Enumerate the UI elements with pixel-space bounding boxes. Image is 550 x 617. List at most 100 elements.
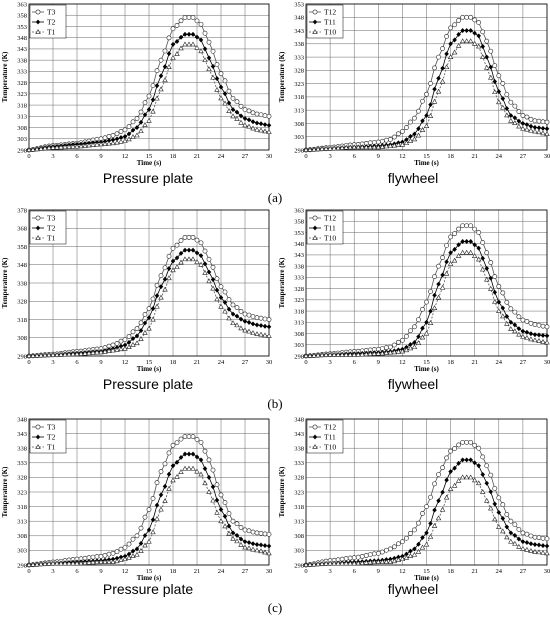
series-T10: [303, 474, 550, 567]
data-point: [540, 535, 546, 541]
legend-label: T12: [324, 214, 336, 223]
data-point: [404, 535, 409, 541]
data-point: [504, 112, 510, 118]
data-point: [138, 119, 144, 125]
data-point: [114, 139, 120, 145]
y-axis-label: Temperature (K): [1, 257, 9, 308]
x-tick-label: 15: [146, 568, 153, 575]
data-point: [166, 51, 172, 57]
data-point: [504, 320, 510, 326]
data-point: [210, 264, 216, 270]
data-point: [178, 259, 184, 265]
data-point: [134, 333, 140, 339]
data-point: [146, 117, 152, 123]
data-point: [42, 352, 48, 358]
data-point: [206, 474, 212, 480]
legend-marker: [312, 235, 318, 240]
x-tick-label: 27: [520, 568, 527, 575]
y-tick-label: 313: [294, 519, 304, 526]
data-point: [428, 520, 433, 527]
data-point: [412, 324, 417, 330]
data-point: [26, 353, 32, 358]
data-point: [210, 276, 216, 283]
data-point: [26, 147, 32, 152]
data-point: [512, 522, 518, 528]
x-tick-label: 3: [328, 153, 331, 160]
data-point: [254, 542, 260, 548]
data-point: [512, 103, 518, 109]
data-point: [532, 332, 538, 338]
data-point: [484, 480, 490, 486]
data-point: [488, 275, 494, 281]
data-point: [166, 471, 172, 477]
data-point: [198, 37, 204, 43]
data-point: [524, 531, 530, 537]
data-point: [544, 131, 550, 136]
data-point: [170, 267, 176, 273]
data-point: [412, 131, 417, 137]
data-point: [118, 338, 124, 344]
data-point: [174, 38, 180, 45]
data-point: [218, 492, 224, 498]
data-point: [416, 126, 421, 132]
data-point: [130, 127, 136, 133]
data-point: [202, 261, 208, 267]
x-tick-label: 12: [399, 359, 406, 366]
data-point: [210, 74, 216, 80]
data-point: [194, 259, 200, 264]
x-tick-label: 6: [353, 153, 357, 160]
chart-c-flywheel: 0 3 6 9 12 15 18 21 24 27 30 298 303 308 313 318 323 328 3…: [277, 415, 550, 585]
data-point: [214, 76, 220, 82]
data-point: [86, 142, 92, 148]
data-point: [412, 115, 417, 121]
data-point: [234, 532, 240, 538]
data-point: [114, 549, 120, 555]
data-point: [98, 349, 104, 355]
data-point: [379, 350, 386, 356]
plot-frame: [305, 3, 548, 151]
legend-marker: [312, 19, 318, 25]
data-point: [307, 561, 313, 567]
data-point: [118, 129, 124, 134]
data-point: [222, 308, 228, 314]
data-point: [238, 119, 244, 125]
data-point: [142, 542, 148, 548]
data-point: [154, 68, 160, 74]
data-point: [138, 525, 144, 531]
data-point: [524, 546, 530, 552]
legend-box: [306, 419, 344, 454]
data-point: [496, 73, 502, 79]
data-point: [427, 533, 434, 539]
data-point: [98, 141, 104, 147]
data-point: [226, 523, 232, 529]
data-point: [158, 73, 164, 79]
data-point: [78, 143, 84, 149]
chart-b-flywheel: 0 3 6 9 12 15 18 21 24 27 30 298 303 308 313 318 323 328 3…: [277, 206, 550, 376]
data-point: [122, 345, 128, 351]
data-point: [508, 319, 514, 325]
data-point: [190, 15, 196, 20]
data-point: [222, 289, 228, 295]
data-point: [400, 539, 405, 545]
data-point: [303, 147, 309, 152]
data-point: [395, 541, 401, 547]
data-point: [512, 322, 518, 328]
data-point: [158, 294, 164, 300]
data-point: [476, 20, 482, 25]
data-point: [154, 515, 160, 521]
data-point: [311, 146, 317, 152]
plot-frame: [28, 209, 270, 357]
data-point: [440, 46, 445, 51]
x-axis-label: Time (s): [414, 574, 439, 582]
data-point: [508, 326, 514, 331]
x-tick-label: 24: [218, 359, 225, 366]
data-point: [536, 338, 542, 343]
data-point: [420, 306, 425, 312]
y-tick-label: 333: [17, 69, 27, 76]
data-point: [528, 533, 534, 539]
data-point: [428, 81, 433, 86]
data-point: [46, 145, 52, 150]
data-point: [154, 83, 160, 89]
y-tick-label: 323: [294, 489, 304, 496]
